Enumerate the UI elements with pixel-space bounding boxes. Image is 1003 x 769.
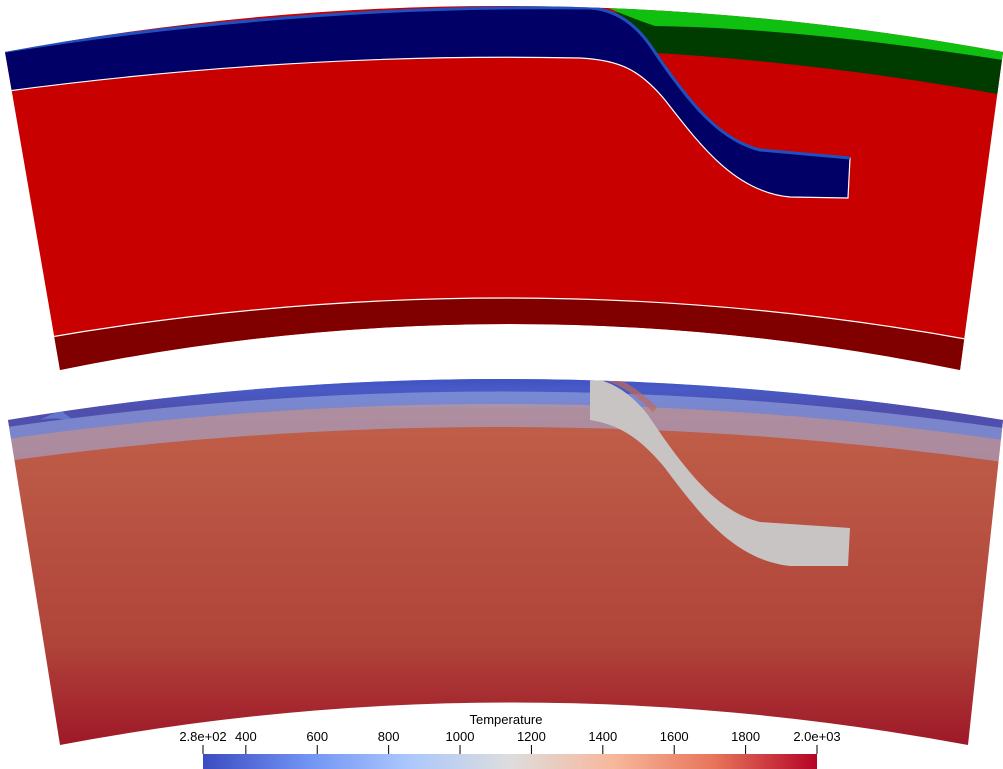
colorbar-min-label: 2.8e+02 <box>179 729 226 744</box>
surface-transition <box>8 391 1003 462</box>
temperature-panel <box>8 379 1003 745</box>
composition-panel <box>5 6 1003 370</box>
colorbar-tick-label: 1600 <box>660 729 689 744</box>
colorbar-tick-label: 600 <box>306 729 328 744</box>
colorbar-tick-label: 400 <box>235 729 257 744</box>
overriding-plate-lower <box>600 12 1003 95</box>
colorbar-max-label: 2.0e+03 <box>793 729 840 744</box>
colorbar-tick-label: 1400 <box>588 729 617 744</box>
colorbar-tick-label: 1800 <box>731 729 760 744</box>
colorbar-ticks: 400 600 800 1000 1200 1400 1600 1800 <box>235 729 760 754</box>
colorbar: Temperature 2.8e+02 2.0e+03 400 600 800 100… <box>179 712 841 769</box>
left-ridge-feature <box>40 410 80 425</box>
colorbar-ramp <box>203 754 817 769</box>
colorbar-title: Temperature <box>470 712 543 727</box>
colorbar-tick-label: 1000 <box>446 729 475 744</box>
slab-temperature <box>590 379 850 566</box>
colorbar-tick-label: 800 <box>378 729 400 744</box>
plate-rim <box>5 6 851 160</box>
colorbar-tick-label: 1200 <box>517 729 546 744</box>
slab-temperature-edge <box>599 379 658 413</box>
